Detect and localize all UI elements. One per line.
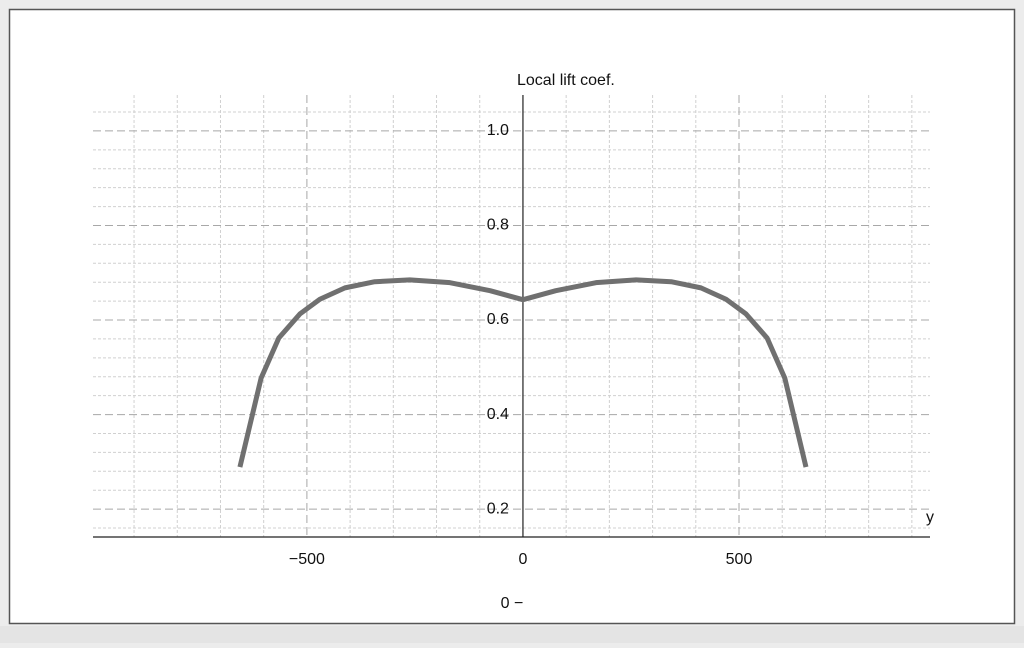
bottom-bar bbox=[0, 626, 1024, 643]
y-axis-label: Local lift coef. bbox=[517, 72, 615, 89]
data-line bbox=[237, 277, 809, 468]
x-tick-label: 0 bbox=[518, 551, 527, 568]
x-tick-label: −500 bbox=[289, 551, 325, 568]
y-tick-label: 0.2 bbox=[487, 500, 509, 517]
footer-text: 0 − bbox=[501, 595, 524, 612]
y-tick-label: 0.4 bbox=[487, 406, 509, 423]
chart-panel bbox=[8, 8, 1016, 625]
y-tick-label: 0.8 bbox=[487, 217, 509, 234]
y-tick-label: 1.0 bbox=[487, 122, 509, 139]
y-tick-label: 0.6 bbox=[487, 311, 509, 328]
x-tick-label: 500 bbox=[726, 551, 753, 568]
plot-area: −500 0 500 0.2 0.4 0.6 0.8 1.0 bbox=[93, 95, 930, 568]
x-axis-label: y bbox=[926, 509, 934, 526]
